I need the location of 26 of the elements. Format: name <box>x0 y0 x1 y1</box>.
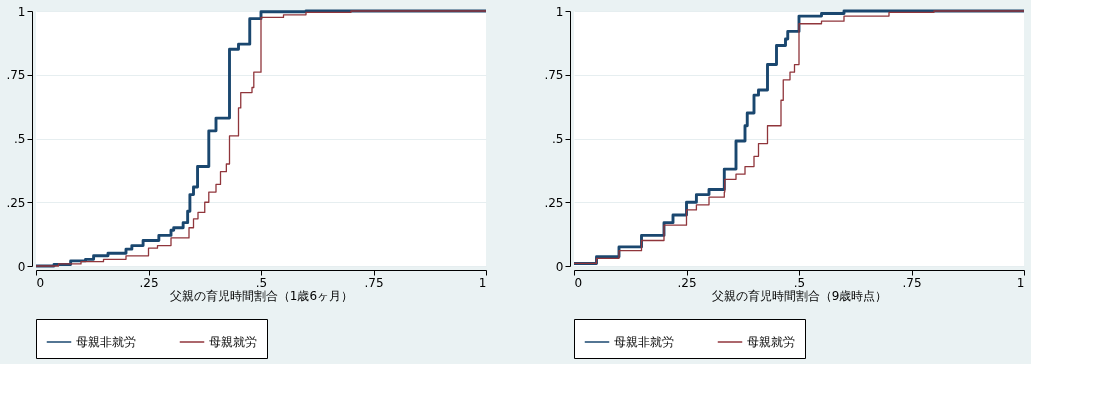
y-tick-label: .5 <box>14 132 26 146</box>
x-tick-label: .5 <box>793 275 806 290</box>
y-tick-label: 0 <box>555 259 564 274</box>
legend-label: 母親非就労 <box>614 335 674 349</box>
x-tick-label: 1 <box>478 275 487 290</box>
x-tick-label: 1 <box>1016 275 1025 290</box>
y-tick-label: .5 <box>552 132 564 146</box>
legend-label: 母親就労 <box>747 335 795 349</box>
y-tick-label: .25 <box>6 195 26 210</box>
x-tick-label: .25 <box>139 275 159 290</box>
x-tick-label: .75 <box>364 275 384 290</box>
x-axis-title: 父親の育児時間割合（9歳時点） <box>711 288 888 303</box>
legend-label: 母親就労 <box>209 335 257 349</box>
y-tick-label: 0 <box>17 259 26 274</box>
y-tick-label: .25 <box>544 195 564 210</box>
x-tick-label: .25 <box>677 275 697 290</box>
y-tick-label: 1 <box>17 4 26 19</box>
legend-label: 母親非就労 <box>76 335 136 349</box>
x-tick-label: 0 <box>36 275 45 290</box>
x-tick-label: .5 <box>255 275 268 290</box>
x-axis-title: 父親の育児時間割合（1歳6ヶ月） <box>169 288 354 303</box>
y-tick-label: 1 <box>555 4 564 19</box>
y-tick-label: .75 <box>6 68 26 83</box>
y-tick-label: .75 <box>544 68 564 83</box>
x-tick-label: 0 <box>574 275 583 290</box>
x-tick-label: .75 <box>902 275 922 290</box>
